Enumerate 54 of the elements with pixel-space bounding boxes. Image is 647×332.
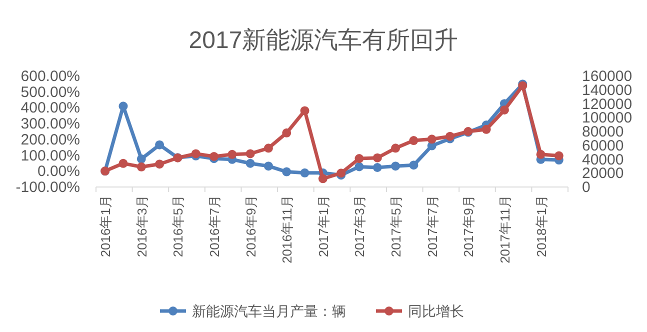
y-tick-label: 200.00% bbox=[20, 131, 80, 148]
point bbox=[118, 158, 128, 168]
y-tick-label: 600.00% bbox=[20, 68, 80, 85]
point bbox=[264, 144, 273, 153]
point bbox=[536, 150, 546, 159]
point bbox=[482, 124, 491, 134]
point bbox=[391, 162, 400, 171]
x-tick-label: 2017年9月 bbox=[461, 195, 476, 258]
point bbox=[372, 153, 382, 162]
point bbox=[409, 160, 418, 170]
point bbox=[554, 151, 564, 160]
point bbox=[264, 162, 273, 171]
y-tick-label: 500.00% bbox=[20, 84, 80, 101]
point bbox=[155, 140, 164, 150]
x-tick-label: 2016年5月 bbox=[170, 195, 186, 258]
y-tick-label: 0.00% bbox=[37, 163, 80, 180]
point bbox=[372, 162, 382, 172]
legend-label: 同比增长 bbox=[408, 303, 464, 319]
x-tick-label: 2017年7月 bbox=[424, 195, 440, 258]
point bbox=[282, 128, 292, 138]
y-tick-label: -100.00% bbox=[16, 179, 80, 196]
point bbox=[446, 132, 454, 141]
point bbox=[155, 160, 164, 169]
point bbox=[300, 168, 310, 178]
x-tick-label: 2017年1月 bbox=[316, 195, 331, 258]
point bbox=[318, 174, 328, 184]
point bbox=[300, 106, 310, 116]
point bbox=[228, 150, 237, 159]
y-tick-label: 400.00% bbox=[20, 100, 80, 117]
x-tick-label: 2017年3月 bbox=[352, 195, 368, 258]
legend-label: 新能源汽车当月产量：辆 bbox=[192, 303, 346, 319]
x-tick-label: 2016年7月 bbox=[207, 195, 222, 258]
y-tick-label: 300.00% bbox=[20, 116, 80, 133]
x-tick-label: 2016年11月 bbox=[280, 195, 295, 264]
point bbox=[391, 144, 400, 153]
x-tick-label: 2016年9月 bbox=[243, 195, 258, 258]
point bbox=[210, 152, 218, 161]
point bbox=[136, 162, 146, 172]
x-tick-label: 2017年5月 bbox=[388, 195, 404, 258]
point bbox=[354, 162, 364, 172]
y-tick-label: 100.00% bbox=[20, 147, 80, 164]
point bbox=[354, 154, 364, 164]
x-tick-label: 2016年3月 bbox=[134, 195, 150, 258]
point bbox=[427, 134, 436, 144]
point bbox=[500, 105, 509, 114]
point bbox=[282, 167, 292, 176]
point bbox=[246, 158, 255, 168]
point bbox=[136, 154, 146, 164]
x-tick-label: 2018年1月 bbox=[534, 195, 549, 258]
point bbox=[409, 136, 418, 146]
chart-title: 2017新能源汽车有所回升 bbox=[188, 27, 458, 54]
x-tick-label: 2016年1月 bbox=[98, 195, 114, 258]
x-tick-label: 2017年11月 bbox=[497, 195, 512, 264]
point bbox=[246, 149, 255, 158]
